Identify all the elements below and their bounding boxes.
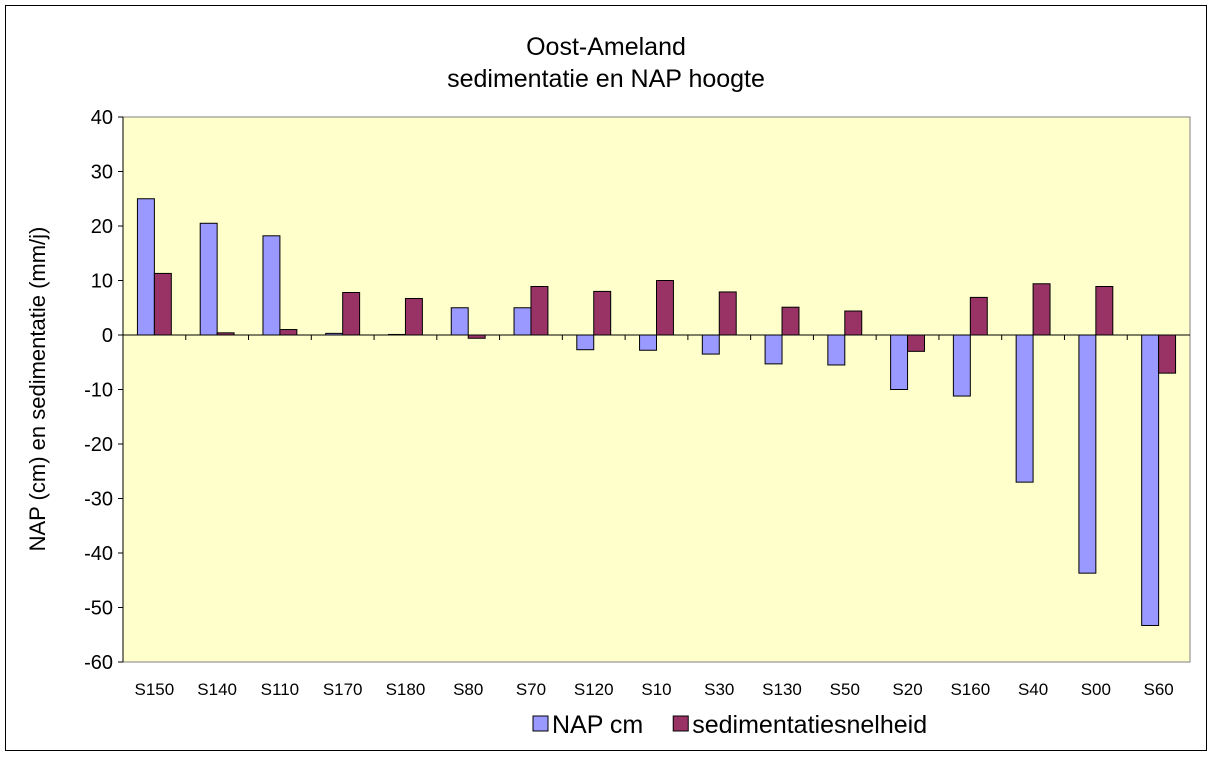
- x-tick-label: S80: [453, 680, 483, 699]
- bar: [404, 297, 423, 336]
- bar: [1158, 334, 1177, 374]
- chart-title: Oost-Ameland: [526, 33, 686, 61]
- y-tick-label: 20: [91, 216, 113, 238]
- bar: [1015, 334, 1034, 483]
- bar: [701, 334, 720, 355]
- x-tick-label: S70: [516, 680, 546, 699]
- bar: [262, 235, 281, 336]
- bar: [279, 329, 298, 336]
- y-tick-label: 10: [91, 271, 113, 293]
- x-tick-label: S10: [641, 680, 671, 699]
- bar: [342, 291, 361, 336]
- x-tick-label: S160: [950, 680, 990, 699]
- bar: [907, 334, 926, 352]
- bar: [593, 290, 612, 336]
- y-tick-label: 30: [91, 162, 113, 184]
- x-tick-label: S60: [1143, 680, 1173, 699]
- legend-swatch: [672, 715, 689, 732]
- bar: [656, 280, 674, 336]
- x-tick-label: S20: [892, 680, 922, 699]
- bar: [513, 307, 532, 336]
- x-tick-label: S00: [1081, 680, 1111, 699]
- bar: [764, 334, 783, 365]
- chart-subtitle: sedimentatie en NAP hoogte: [447, 65, 765, 93]
- bar: [952, 334, 971, 397]
- bar: [844, 310, 863, 336]
- legend-swatch: [532, 715, 549, 732]
- bar: [136, 198, 155, 336]
- bar: [1078, 334, 1097, 574]
- y-tick-label: -50: [84, 598, 113, 620]
- bar: [1141, 334, 1160, 626]
- bar: [718, 291, 737, 336]
- bar: [1032, 283, 1051, 336]
- x-tick-label: S140: [197, 680, 237, 699]
- bar: [530, 285, 549, 336]
- x-tick-label: S110: [261, 680, 299, 699]
- x-tick-label: S120: [574, 680, 614, 699]
- legend-label: NAP cm: [552, 711, 643, 739]
- bar: [781, 306, 800, 336]
- y-tick-label: -20: [84, 434, 113, 456]
- bar: [969, 296, 988, 336]
- y-axis-label: NAP (cm) en sedimentatie (mm/j): [25, 227, 50, 552]
- y-tick-label: 0: [102, 325, 113, 347]
- plot-area: [122, 116, 1191, 663]
- bar: [890, 334, 909, 390]
- y-tick-label: -40: [84, 543, 113, 565]
- y-tick-label: 40: [91, 107, 113, 129]
- x-tick-label: S30: [704, 680, 734, 699]
- bar: [639, 334, 657, 351]
- x-tick-label: S170: [323, 680, 363, 699]
- x-tick-label: S40: [1018, 680, 1048, 699]
- bar: [199, 222, 218, 336]
- y-tick-label: -60: [84, 652, 113, 674]
- y-tick-label: -10: [84, 380, 113, 402]
- bar: [827, 334, 846, 366]
- x-tick-label: S50: [830, 680, 860, 699]
- bar: [1095, 285, 1114, 336]
- bar: [153, 272, 172, 336]
- bar: [450, 307, 469, 336]
- bar: [576, 334, 595, 351]
- x-tick-label: S180: [386, 680, 426, 699]
- x-tick-label: S130: [762, 680, 802, 699]
- y-tick-label: -30: [84, 489, 113, 511]
- legend-label: sedimentatiesnelheid: [692, 711, 927, 739]
- x-tick-label: S150: [135, 680, 175, 699]
